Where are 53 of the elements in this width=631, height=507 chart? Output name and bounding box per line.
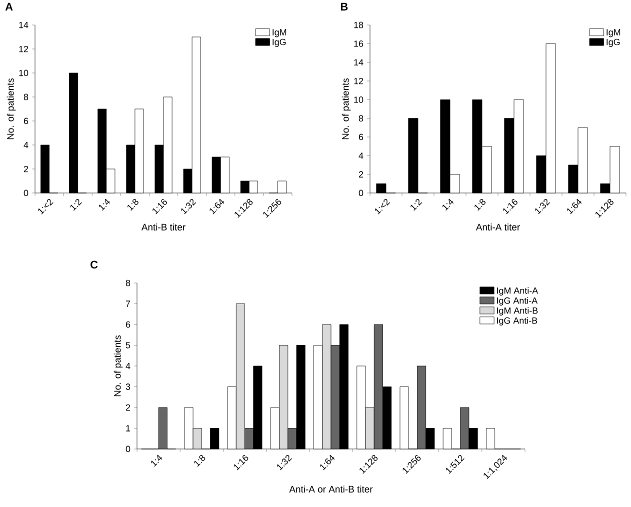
y-tick-label: 8: [358, 115, 364, 122]
x-tick-label: 1:2: [410, 199, 422, 211]
x-tick-label: 1:2: [70, 199, 82, 211]
y-tick-label: 10: [19, 70, 28, 76]
chart-title: B: [340, 2, 348, 10]
y-tick-label: 0: [24, 190, 28, 196]
chart-title: C: [90, 260, 98, 269]
y-tick-label: 6: [24, 118, 28, 124]
x-tick-label: 1:4: [442, 198, 454, 211]
y-axis-title: No. of patients: [114, 335, 123, 396]
y-tick-label: 1: [126, 425, 130, 432]
legend-label: IgM: [606, 29, 620, 38]
y-tick-label: 12: [19, 46, 28, 52]
legend-label: IgG: [272, 38, 286, 47]
y-tick-label: 8: [24, 94, 28, 100]
y-tick-label: 2: [126, 404, 130, 411]
legend-label: IgG Anti-A: [497, 297, 538, 306]
x-tick-label: 1:8: [474, 199, 486, 211]
y-tick-label: 2: [24, 166, 28, 172]
y-tick-label: 8: [126, 280, 130, 286]
x-axis-title: Anti-A titer: [476, 224, 520, 230]
x-tick-label: 1:8: [128, 199, 138, 211]
y-tick-label: 7: [126, 300, 130, 307]
x-tick-label: 1:8: [194, 455, 206, 467]
legend-label: IgM Anti-A: [497, 287, 538, 296]
y-tick-label: 12: [354, 78, 364, 84]
y-tick-label: 14: [19, 22, 28, 28]
y-tick-label: 4: [358, 152, 364, 159]
y-tick-label: 3: [126, 384, 130, 390]
y-axis-title: No. of patients: [342, 78, 351, 140]
y-tick-label: 6: [358, 134, 364, 140]
x-tick-label: 1:4: [151, 454, 162, 467]
legend-label: IgG Anti-B: [497, 317, 538, 326]
y-tick-label: 2: [358, 171, 364, 178]
y-tick-label: 16: [354, 40, 364, 47]
y-tick-label: 10: [354, 96, 364, 103]
legend-label: IgM Anti-B: [497, 307, 538, 316]
y-tick-label: 0: [358, 190, 364, 196]
y-tick-label: 0: [126, 446, 130, 452]
x-axis-title: Anti-B titer: [141, 224, 186, 230]
x-axis-title: Anti-A or Anti-B titer: [289, 486, 373, 493]
y-axis-title: No. of patients: [6, 78, 16, 140]
y-tick-label: 4: [126, 362, 130, 370]
y-tick-label: 4: [24, 142, 28, 148]
x-tick-label: 1:4: [98, 198, 110, 211]
legend-label: IgM: [272, 29, 286, 38]
y-tick-label: 14: [354, 59, 364, 66]
x-tick-label: 1:32: [276, 455, 292, 470]
y-tick-label: 6: [126, 321, 130, 328]
y-tick-label: 5: [126, 342, 130, 348]
chart-title: A: [5, 2, 13, 10]
y-tick-label: 18: [354, 22, 364, 28]
legend-label: IgG: [606, 38, 620, 47]
